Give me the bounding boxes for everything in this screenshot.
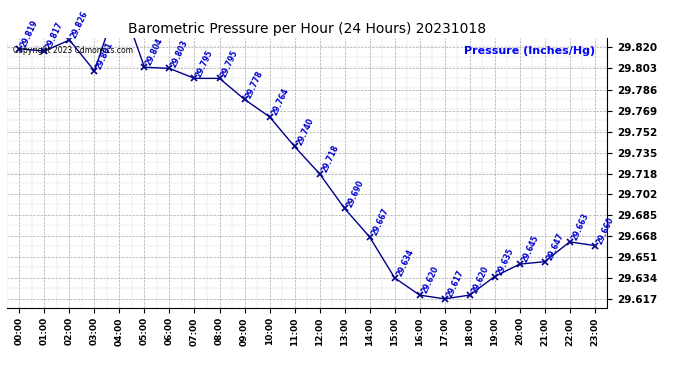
Text: 29.635: 29.635 <box>495 246 515 276</box>
Text: 29.817: 29.817 <box>44 21 65 51</box>
Title: Barometric Pressure per Hour (24 Hours) 20231018: Barometric Pressure per Hour (24 Hours) … <box>128 22 486 36</box>
Text: 29.690: 29.690 <box>344 178 365 209</box>
Text: 29.660: 29.660 <box>595 215 615 246</box>
Text: 29.667: 29.667 <box>370 207 390 237</box>
Text: 29.617: 29.617 <box>444 268 465 299</box>
Text: 29.620: 29.620 <box>470 265 490 295</box>
Text: 29.826: 29.826 <box>70 10 90 40</box>
Text: Copyright 2023 Cdmomics.com: Copyright 2023 Cdmomics.com <box>13 46 133 55</box>
Text: 29.634: 29.634 <box>395 248 415 278</box>
Text: 29.620: 29.620 <box>420 265 440 295</box>
Text: 29.718: 29.718 <box>319 143 340 174</box>
Text: 29.819: 29.819 <box>19 18 40 49</box>
Text: 29.778: 29.778 <box>244 69 265 99</box>
Text: 29.647: 29.647 <box>544 231 565 262</box>
Text: 29.801: 29.801 <box>95 40 115 71</box>
Text: 29.803: 29.803 <box>170 38 190 69</box>
Text: 29.804: 29.804 <box>144 37 165 67</box>
Text: 29.663: 29.663 <box>570 211 590 242</box>
Text: Pressure (Inches/Hg): Pressure (Inches/Hg) <box>464 46 595 56</box>
Text: 29.740: 29.740 <box>295 116 315 147</box>
Text: 29.795: 29.795 <box>195 48 215 78</box>
Text: 29.795: 29.795 <box>219 48 240 78</box>
Text: 29.764: 29.764 <box>270 87 290 117</box>
Text: 29.645: 29.645 <box>520 234 540 264</box>
